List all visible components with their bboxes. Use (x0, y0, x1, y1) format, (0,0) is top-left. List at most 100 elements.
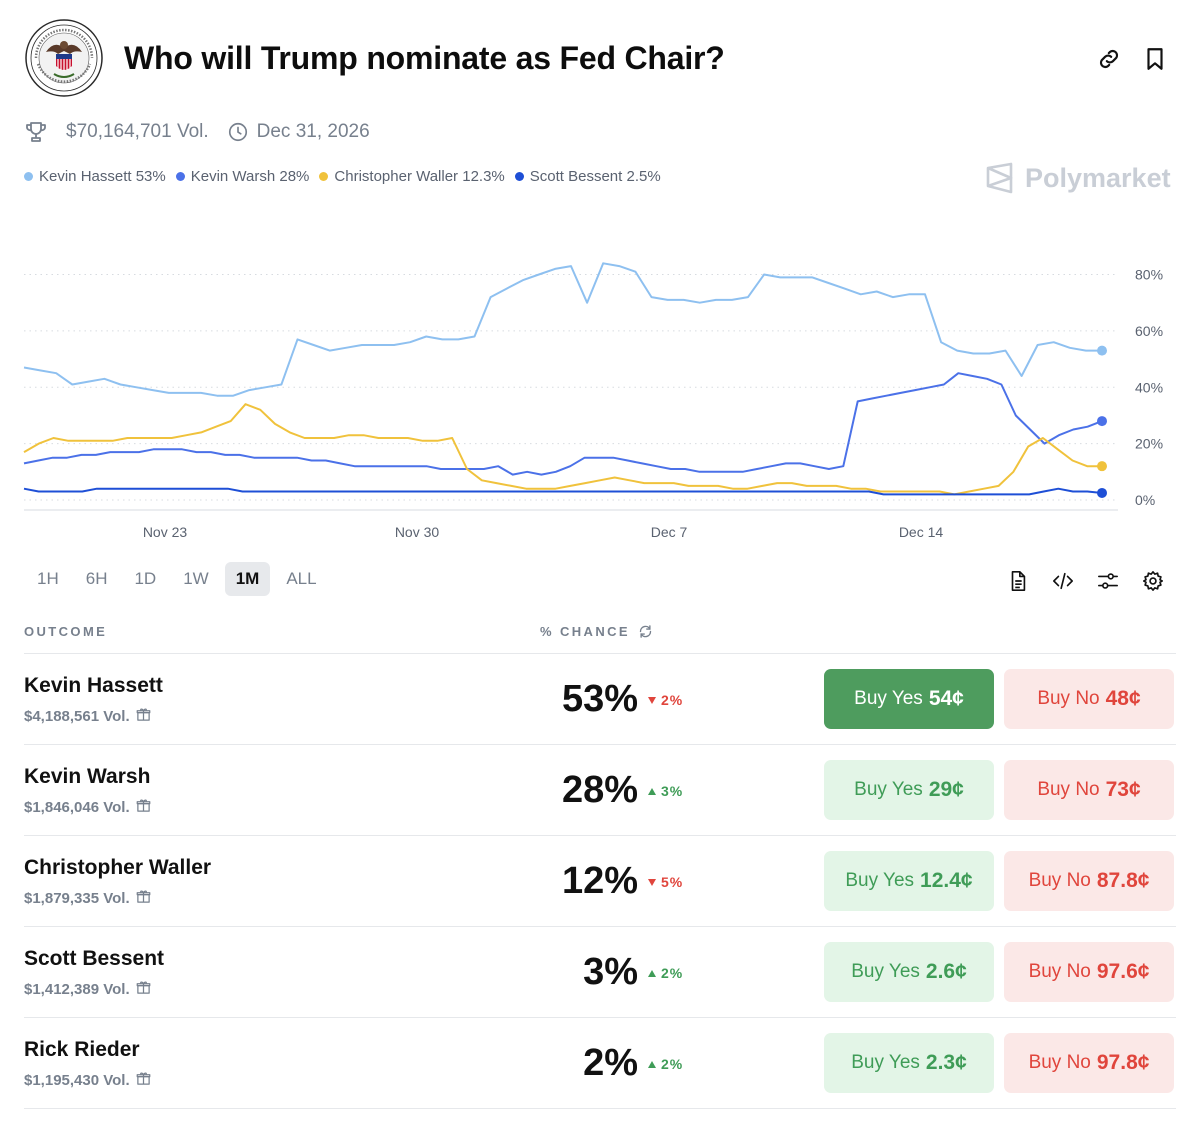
y-tick-label: 0% (1135, 492, 1155, 508)
outcome-chance: 53% (561, 678, 638, 720)
buy-yes-button[interactable]: Buy Yes 2.3¢ (824, 1033, 994, 1093)
outcome-chance: 2% (583, 1042, 638, 1084)
total-volume: $70,164,701 Vol. (66, 121, 209, 142)
legend-dot (175, 172, 185, 181)
gift-icon (130, 707, 151, 726)
buy-no-label: Buy No (1028, 961, 1091, 982)
outcome-volume: $4,188,561 Vol. (24, 707, 151, 726)
series-endpoint (1097, 416, 1107, 427)
series-endpoint (1097, 345, 1107, 356)
series-line (23, 487, 1103, 496)
buy-no-label: Buy No (1028, 870, 1091, 891)
rules-document-icon[interactable] (1005, 568, 1031, 594)
outcomes-list: Kevin Hassett $4,188,561 Vol. 53% 2% Buy Yes… (24, 653, 1176, 1127)
refresh-icon[interactable] (638, 624, 653, 639)
buy-yes-price: 12.4¢ (920, 869, 973, 892)
buy-yes-button[interactable]: Buy Yes 2.6¢ (824, 942, 994, 1002)
outcome-volume-value: $1,195,430 Vol. (24, 1072, 130, 1089)
buy-no-price: 48¢ (1105, 687, 1141, 710)
time-range-selector: 1H 6H 1D 1W 1M ALL (26, 562, 333, 596)
outcome-chance: 3% (583, 951, 638, 993)
chance-change-value: 2% (661, 692, 684, 708)
range-1d[interactable]: 1D (134, 569, 157, 588)
triangle-up-icon (647, 965, 661, 981)
outcome-chance: 28% (561, 769, 638, 811)
buy-yes-label: Buy Yes (854, 779, 923, 800)
buy-no-label: Buy No (1037, 688, 1100, 709)
legend-item: Kevin Warsh 28% (175, 168, 309, 185)
triangle-up-icon (647, 783, 661, 799)
buy-yes-button[interactable]: Buy Yes 54¢ (824, 669, 994, 729)
range-6h[interactable]: 6H (85, 569, 108, 588)
range-1h[interactable]: 1H (37, 569, 59, 588)
polymarket-logo: Polymarket (985, 162, 1171, 194)
y-tick-label: 20% (1135, 436, 1163, 452)
y-tick-label: 40% (1135, 379, 1163, 395)
triangle-down-icon (647, 692, 661, 708)
buy-yes-button[interactable]: Buy Yes 12.4¢ (824, 851, 994, 911)
legend-item: Christopher Waller 12.3% (319, 168, 505, 185)
chance-change: 2% (647, 1056, 683, 1072)
outcome-row[interactable]: Kevin Hassett $4,188,561 Vol. 53% 2% Buy Yes… (24, 653, 1176, 744)
buy-yes-label: Buy Yes (851, 961, 920, 982)
chance-change: 2% (647, 692, 683, 708)
outcome-name[interactable]: Rick Rieder (24, 1038, 140, 1061)
outcome-name[interactable]: Kevin Hassett (24, 674, 163, 697)
chance-column-header: % CHANCE (540, 624, 653, 639)
buy-no-button[interactable]: Buy No 73¢ (1004, 760, 1174, 820)
buy-no-button[interactable]: Buy No 87.8¢ (1004, 851, 1174, 911)
legend-label: Kevin Hassett 53% (39, 168, 166, 185)
buy-no-button[interactable]: Buy No 48¢ (1004, 669, 1174, 729)
range-1m[interactable]: 1M (224, 562, 271, 596)
federal-reserve-seal-icon (25, 19, 103, 97)
bookmark-icon[interactable] (1142, 46, 1168, 72)
outcome-row[interactable]: Kevin Warsh $1,846,046 Vol. 28% 3% Buy Yes 29… (24, 744, 1176, 835)
outcome-name[interactable]: Kevin Warsh (24, 765, 151, 788)
outcome-name[interactable]: Scott Bessent (24, 947, 165, 970)
buy-yes-price: 29¢ (928, 778, 964, 801)
range-all[interactable]: ALL (286, 569, 317, 588)
gift-icon (130, 1071, 151, 1090)
outcome-chance: 12% (561, 860, 638, 902)
range-1w[interactable]: 1W (183, 569, 209, 588)
buy-yes-button[interactable]: Buy Yes 29¢ (824, 760, 994, 820)
buy-no-price: 97.6¢ (1096, 960, 1150, 983)
settings-gear-icon[interactable] (1140, 568, 1166, 594)
outcome-volume: $1,846,046 Vol. (24, 798, 151, 817)
link-icon[interactable] (1096, 46, 1122, 72)
trophy-icon (26, 122, 46, 142)
chance-change: 2% (647, 965, 683, 981)
price-history-chart[interactable]: 80% 60% 40% 20% 0% Nov 23 Nov 30 Dec 7 Dec 14 (0, 200, 1200, 550)
gift-icon (130, 798, 151, 817)
end-date: Dec 31, 2026 (256, 121, 370, 142)
filter-sliders-icon[interactable] (1095, 568, 1121, 594)
triangle-down-icon (647, 874, 661, 890)
buy-yes-price: 2.3¢ (925, 1051, 967, 1074)
series-line (23, 262, 1102, 397)
buy-no-price: 73¢ (1105, 778, 1141, 801)
series-line (23, 372, 1103, 476)
legend-dot (514, 172, 524, 181)
series-endpoint (1097, 461, 1107, 472)
outcome-volume: $1,412,389 Vol. (24, 980, 151, 999)
outcome-row[interactable]: Scott Bessent $1,412,389 Vol. 3% 2% Buy Yes 2… (24, 926, 1176, 1017)
embed-code-icon[interactable] (1050, 568, 1076, 594)
buy-no-button[interactable]: Buy No 97.8¢ (1004, 1033, 1174, 1093)
outcome-row[interactable]: Rick Rieder $1,195,430 Vol. 2% 2% Buy Yes 2.3… (24, 1017, 1176, 1108)
outcome-volume-value: $1,412,389 Vol. (24, 981, 130, 998)
buy-no-button[interactable]: Buy No 97.6¢ (1004, 942, 1174, 1002)
buy-yes-price: 2.6¢ (925, 960, 967, 983)
outcome-row[interactable]: Christopher Waller $1,879,335 Vol. 12% 5% Bu… (24, 835, 1176, 926)
legend-dot (24, 172, 33, 181)
triangle-up-icon (647, 1056, 661, 1072)
chance-change: 3% (647, 783, 683, 799)
outcome-volume-value: $1,846,046 Vol. (24, 799, 130, 816)
outcome-name[interactable]: Christopher Waller (24, 856, 212, 879)
brand-name: Polymarket (1025, 162, 1171, 193)
clock-icon (228, 122, 247, 142)
buy-no-label: Buy No (1037, 779, 1100, 800)
outcome-volume-value: $1,879,335 Vol. (24, 890, 130, 907)
legend-dot (319, 172, 329, 181)
buy-yes-label: Buy Yes (845, 870, 915, 891)
y-tick-label: 60% (1135, 323, 1163, 339)
